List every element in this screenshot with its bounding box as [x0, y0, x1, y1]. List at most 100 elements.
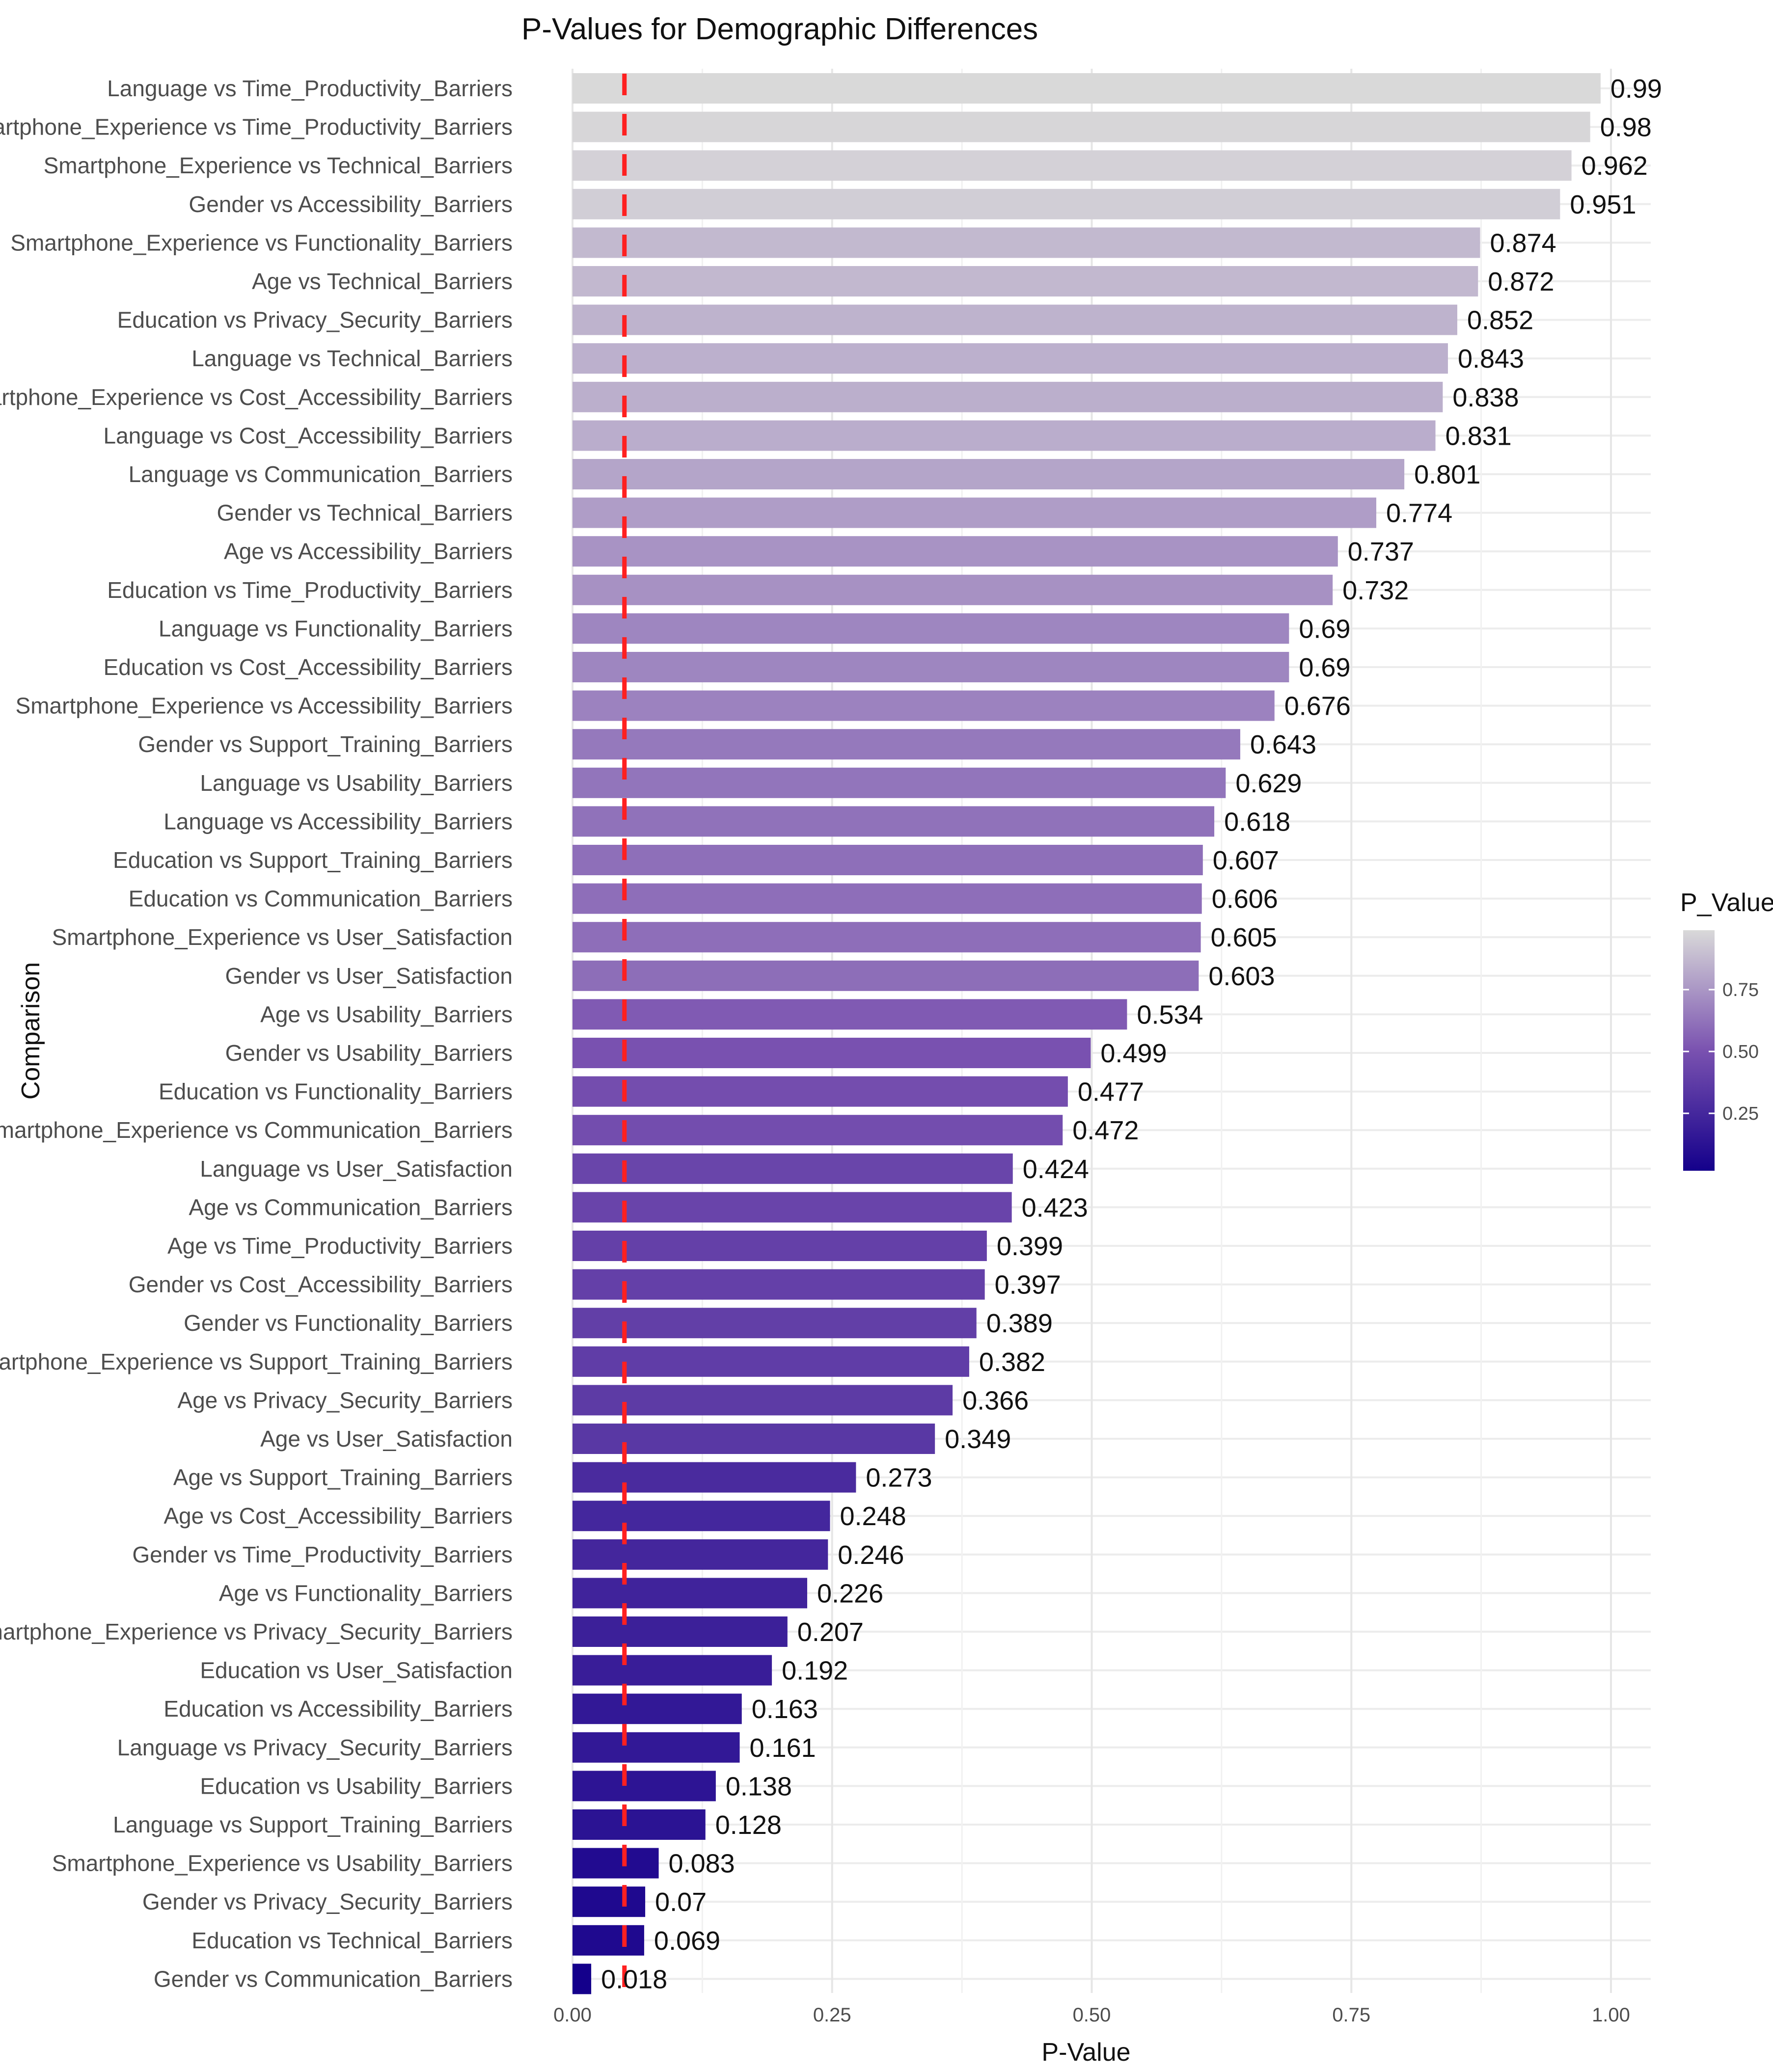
value-label: 0.629 — [1235, 769, 1302, 798]
x-tick-labels: 0.00 0.25 0.50 0.75 1.00 — [553, 2004, 1630, 2026]
category-label: Education vs Privacy_Security_Barriers — [117, 307, 513, 333]
bar — [573, 459, 1405, 489]
value-label: 0.207 — [797, 1617, 864, 1647]
value-label: 0.99 — [1610, 74, 1662, 104]
category-label: Gender vs Communication_Barriers — [154, 1966, 513, 1991]
x-tick-label: 0.25 — [813, 2004, 851, 2026]
value-label: 0.962 — [1582, 151, 1648, 181]
category-label: Age vs Functionality_Barriers — [219, 1580, 513, 1606]
value-label: 0.424 — [1023, 1155, 1089, 1184]
value-label: 0.843 — [1458, 344, 1524, 374]
category-label: Age vs User_Satisfaction — [260, 1426, 513, 1452]
category-label: Smartphone_Experience vs Usability_Barri… — [52, 1851, 513, 1876]
value-label: 0.138 — [726, 1772, 792, 1801]
value-label: 0.607 — [1213, 846, 1279, 875]
category-label: Age vs Usability_Barriers — [260, 1001, 513, 1027]
value-label: 0.083 — [669, 1849, 735, 1879]
value-label: 0.163 — [752, 1695, 818, 1724]
value-label: 0.226 — [817, 1579, 883, 1608]
bar — [573, 1616, 788, 1647]
category-label: Age vs Communication_Barriers — [189, 1194, 513, 1220]
bar — [573, 806, 1215, 837]
category-label: Age vs Cost_Accessibility_Barriers — [164, 1503, 513, 1529]
bar — [573, 883, 1202, 914]
category-label: Gender vs Usability_Barriers — [225, 1040, 513, 1066]
bar — [573, 1308, 977, 1339]
bar — [573, 1694, 742, 1724]
value-label: 0.801 — [1414, 460, 1480, 489]
bar — [573, 188, 1560, 219]
bar — [573, 613, 1289, 644]
value-label: 0.07 — [655, 1887, 707, 1917]
category-label: Smartphone_Experience vs Support_Trainin… — [0, 1349, 513, 1374]
bar — [573, 1809, 706, 1840]
bar — [573, 1886, 646, 1917]
bar — [573, 1501, 830, 1532]
category-label: Smartphone_Experience vs User_Satisfacti… — [52, 924, 513, 950]
value-label: 0.676 — [1284, 692, 1351, 721]
value-label: 0.397 — [995, 1270, 1061, 1300]
bar — [573, 1115, 1063, 1146]
category-label: Gender vs Accessibility_Barriers — [189, 191, 513, 217]
category-label: Education vs Support_Training_Barriers — [113, 847, 513, 873]
bar — [573, 1192, 1012, 1223]
legend-tick-label: 0.50 — [1722, 1042, 1759, 1062]
category-label: Language vs Privacy_Security_Barriers — [117, 1735, 513, 1760]
x-tick-label: 0.00 — [553, 2004, 592, 2026]
value-label: 0.366 — [962, 1386, 1029, 1415]
value-label: 0.951 — [1570, 190, 1636, 219]
bar — [573, 266, 1478, 296]
chart-title: P-Values for Demographic Differences — [521, 12, 1038, 46]
value-label: 0.874 — [1490, 228, 1556, 258]
category-label: Language vs Support_Training_Barriers — [113, 1812, 513, 1837]
bar — [573, 1346, 969, 1377]
category-label: Gender vs Support_Training_Barriers — [138, 731, 513, 757]
category-label: Smartphone_Experience vs Privacy_Securit… — [0, 1619, 513, 1644]
value-label: 0.161 — [750, 1733, 816, 1763]
bar — [573, 960, 1199, 991]
bar — [573, 497, 1377, 528]
value-label: 0.69 — [1299, 614, 1350, 644]
bar — [573, 1231, 987, 1261]
category-label: Education vs Functionality_Barriers — [159, 1079, 513, 1104]
bar — [573, 1385, 953, 1416]
category-label: Age vs Privacy_Security_Barriers — [177, 1387, 513, 1413]
category-label: Smartphone_Experience vs Communication_B… — [0, 1117, 513, 1143]
value-label: 0.273 — [866, 1463, 932, 1493]
bar — [573, 1578, 807, 1609]
value-label: 0.838 — [1452, 383, 1519, 412]
category-label: Language vs User_Satisfaction — [200, 1156, 513, 1182]
bar — [573, 1462, 856, 1493]
value-label: 0.606 — [1212, 885, 1278, 914]
value-label: 0.852 — [1467, 306, 1533, 335]
value-label: 0.018 — [601, 1964, 667, 1994]
category-label: Language vs Functionality_Barriers — [159, 616, 513, 641]
bar — [573, 1925, 644, 1956]
value-label: 0.192 — [782, 1656, 848, 1686]
value-label: 0.732 — [1342, 576, 1409, 605]
category-label: Language vs Communication_Barriers — [129, 461, 513, 487]
bar — [573, 1153, 1013, 1184]
value-label: 0.246 — [838, 1540, 904, 1570]
value-label: 0.472 — [1072, 1116, 1139, 1145]
legend-colorbar — [1683, 930, 1715, 1171]
x-tick-label: 0.50 — [1073, 2004, 1111, 2026]
legend: P_Value 0.25 0.50 0.75 — [1680, 888, 1773, 1171]
value-label: 0.399 — [997, 1232, 1063, 1261]
legend-title: P_Value — [1680, 888, 1773, 917]
category-label: Education vs Communication_Barriers — [129, 886, 513, 912]
bar — [573, 304, 1457, 335]
category-label: Smartphone_Experience vs Accessibility_B… — [16, 693, 513, 719]
bar — [573, 1848, 659, 1879]
category-label: Smartphone_Experience vs Technical_Barri… — [44, 153, 513, 178]
category-label: Gender vs Technical_Barriers — [217, 500, 513, 526]
bar — [573, 690, 1275, 721]
value-label: 0.603 — [1208, 962, 1275, 991]
value-label: 0.423 — [1022, 1193, 1088, 1222]
legend-ticks: 0.25 0.50 0.75 — [1683, 980, 1759, 1124]
bar — [573, 574, 1333, 605]
bar — [573, 767, 1226, 798]
bar — [573, 1038, 1091, 1068]
category-label: Gender vs Time_Productivity_Barriers — [132, 1542, 513, 1567]
category-label: Smartphone_Experience vs Functionality_B… — [10, 230, 513, 255]
